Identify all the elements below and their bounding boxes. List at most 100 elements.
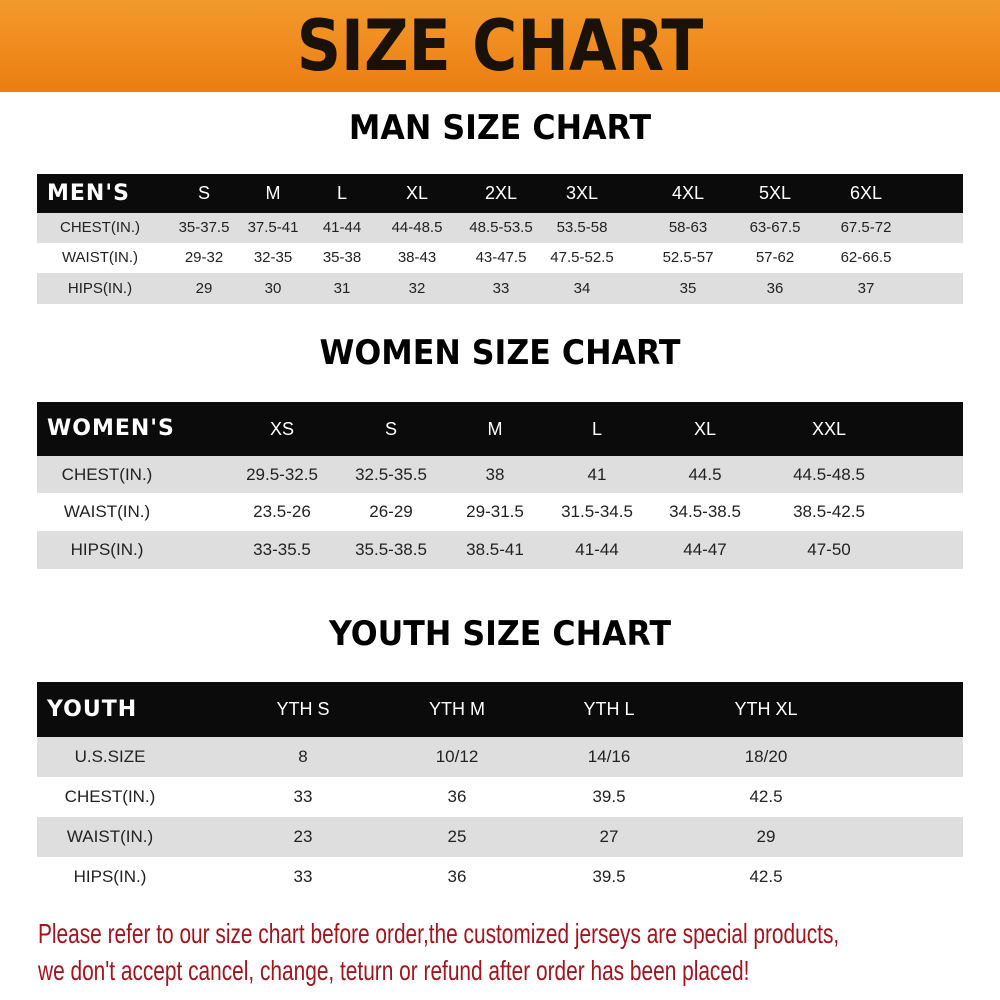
size-header: XL — [405, 183, 429, 203]
table-cell: 30 — [264, 280, 282, 297]
table-cell: 39.5 — [592, 867, 626, 886]
row-label: CHEST(IN.) — [60, 219, 140, 236]
size-header: XS — [269, 419, 295, 439]
table-cell: 47-50 — [807, 540, 851, 559]
size-header: S — [197, 183, 211, 203]
table-cell: 38 — [485, 465, 505, 484]
table-cell: 35-38 — [322, 249, 362, 266]
table-cell: 41 — [587, 465, 607, 484]
banner: SIZE CHART — [0, 0, 1000, 92]
row-label: HIPS(IN.) — [67, 280, 133, 297]
women-section-title: WOMEN SIZE CHART — [319, 333, 681, 373]
table-cell: 31 — [333, 280, 351, 297]
size-header: YTH L — [583, 699, 635, 719]
table-cell: 10/12 — [435, 747, 479, 766]
table-row: HIPS(IN.) 29 30 31 32 33 34 35 36 37 — [37, 273, 963, 304]
table-row: CHEST(IN.) 29.5-32.5 32.5-35.5 38 41 44.5 44.5… — [37, 456, 963, 493]
table-cell: 36 — [447, 787, 467, 806]
table-cell: 63-67.5 — [749, 219, 801, 236]
table-cell: 29-31.5 — [466, 502, 524, 521]
size-header: 5XL — [758, 183, 792, 203]
row-label: WAIST(IN.) — [63, 502, 151, 521]
table-cell: 18/20 — [744, 747, 788, 766]
size-header: M — [265, 183, 281, 203]
table-row: CHEST(IN.) 35-37.5 37.5-41 41-44 44-48.5 48.5… — [37, 213, 963, 243]
size-header: 3XL — [565, 183, 599, 203]
table-cell: 43-47.5 — [475, 249, 527, 266]
size-header: S — [384, 419, 398, 439]
table-cell: 23.5-26 — [253, 502, 311, 521]
table-cell: 8 — [298, 747, 308, 766]
table-cell: 44-47 — [683, 540, 727, 559]
table-cell: 38.5-42.5 — [793, 502, 865, 521]
table-cell: 42.5 — [749, 867, 783, 886]
table-row: WAIST(IN.) 23 25 27 29 — [37, 817, 963, 857]
table-cell: 52.5-57 — [662, 249, 714, 266]
table-row: WAIST(IN.) 23.5-26 26-29 29-31.5 31.5-34.5 34… — [37, 493, 963, 531]
table-cell: 27 — [599, 827, 619, 846]
women-header-label: WOMEN'S — [47, 416, 175, 441]
table-cell: 29.5-32.5 — [246, 465, 318, 484]
table-cell: 33-35.5 — [253, 540, 311, 559]
table-row: HIPS(IN.) 33 36 39.5 42.5 — [37, 857, 963, 897]
table-cell: 38.5-41 — [466, 540, 524, 559]
size-header: 2XL — [484, 183, 518, 203]
notice-line-2: we don't accept cancel, change, teturn o… — [38, 955, 750, 986]
table-cell: 41-44 — [575, 540, 619, 559]
table-cell: 37 — [857, 280, 875, 297]
table-cell: 32.5-35.5 — [355, 465, 427, 484]
youth-header-row: YOUTH YTH S YTH M YTH L YTH XL — [37, 682, 963, 737]
table-cell: 48.5-53.5 — [469, 219, 533, 236]
table-cell: 44-48.5 — [391, 219, 443, 236]
table-cell: 34.5-38.5 — [669, 502, 741, 521]
size-header: XXL — [811, 419, 847, 439]
notice-line-1: Please refer to our size chart before or… — [38, 918, 840, 949]
table-cell: 35.5-38.5 — [355, 540, 427, 559]
table-cell: 58-63 — [668, 219, 708, 236]
table-cell: 35 — [679, 280, 697, 297]
size-header: 4XL — [671, 183, 705, 203]
size-header: M — [487, 419, 503, 439]
table-cell: 26-29 — [369, 502, 413, 521]
table-row: CHEST(IN.) 33 36 39.5 42.5 — [37, 777, 963, 817]
table-cell: 67.5-72 — [840, 219, 892, 236]
row-label: HIPS(IN.) — [70, 540, 144, 559]
table-row: HIPS(IN.) 33-35.5 35.5-38.5 38.5-41 41-44 44-… — [37, 531, 963, 569]
youth-header-label: YOUTH — [47, 697, 138, 722]
table-cell: 29 — [756, 827, 776, 846]
table-cell: 25 — [447, 827, 467, 846]
table-cell: 14/16 — [587, 747, 631, 766]
size-header: L — [591, 419, 603, 439]
row-label: WAIST(IN.) — [61, 249, 139, 266]
table-cell: 38-43 — [397, 249, 437, 266]
table-cell: 32-35 — [253, 249, 293, 266]
row-label: CHEST(IN.) — [64, 787, 156, 806]
table-cell: 29-32 — [184, 249, 224, 266]
table-cell: 32 — [408, 280, 426, 297]
size-header: YTH XL — [734, 699, 798, 719]
row-label: CHEST(IN.) — [61, 465, 153, 484]
table-cell: 62-66.5 — [840, 249, 892, 266]
table-cell: 35-37.5 — [178, 219, 230, 236]
table-cell: 47.5-52.5 — [550, 249, 614, 266]
row-label: WAIST(IN.) — [66, 827, 154, 846]
size-header: YTH S — [276, 699, 330, 719]
table-cell: 36 — [766, 280, 784, 297]
table-row: WAIST(IN.) 29-32 32-35 35-38 38-43 43-47.5 47.… — [37, 243, 963, 273]
men-section-title: MAN SIZE CHART — [348, 108, 652, 148]
table-cell: 42.5 — [749, 787, 783, 806]
table-cell: 23 — [293, 827, 313, 846]
youth-section-title: YOUTH SIZE CHART — [328, 614, 672, 654]
men-header-label: MEN'S — [47, 181, 130, 206]
table-cell: 41-44 — [322, 219, 362, 236]
table-cell: 34 — [573, 280, 591, 297]
table-cell: 39.5 — [592, 787, 626, 806]
women-header-row: WOMEN'S XS S M L XL XXL — [37, 402, 963, 456]
size-header: YTH M — [429, 699, 485, 719]
men-header-row: MEN'S S M L XL 2XL 3XL 4XL 5XL 6XL — [37, 174, 963, 213]
table-row: U.S.SIZE 8 10/12 14/16 18/20 — [37, 737, 963, 777]
table-cell: 33 — [492, 280, 510, 297]
table-cell: 29 — [195, 280, 213, 297]
table-cell: 57-62 — [755, 249, 795, 266]
row-label: U.S.SIZE — [74, 747, 146, 766]
